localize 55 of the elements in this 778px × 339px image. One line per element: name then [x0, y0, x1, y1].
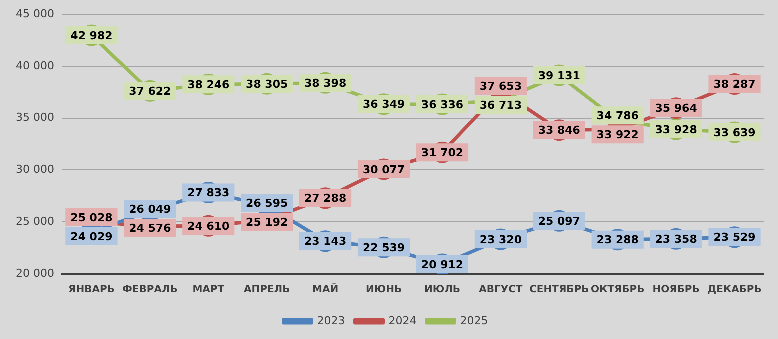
- data-label: 36 349: [362, 98, 406, 112]
- x-tick-label: СЕНТЯБРЬ: [530, 284, 590, 296]
- data-label: 22 539: [362, 242, 406, 255]
- data-label: 20 912: [421, 258, 464, 272]
- x-tick-label: ДЕКАБРЬ: [708, 284, 762, 296]
- data-label: 23 358: [655, 233, 698, 246]
- x-tick-label: ИЮНЬ: [366, 284, 402, 296]
- data-label: 33 846: [538, 124, 581, 138]
- data-label: 35 964: [655, 102, 698, 116]
- x-tick-label: МАЙ: [312, 282, 339, 296]
- data-label: 26 049: [129, 203, 172, 216]
- data-label: 31 702: [421, 146, 464, 160]
- y-tick-label: 25 000: [16, 214, 54, 228]
- x-tick-label: ФЕВРАЛЬ: [122, 284, 178, 296]
- data-label: 38 246: [188, 78, 230, 92]
- x-tick-label: АПРЕЛЬ: [244, 284, 290, 296]
- data-label: 25 097: [538, 214, 580, 228]
- data-label: 38 398: [304, 76, 347, 90]
- y-tick-label: 45 000: [16, 7, 54, 20]
- x-tick-label: АВГУСТ: [479, 284, 523, 296]
- data-label: 36 336: [421, 98, 464, 112]
- legend-label: 2024: [388, 314, 417, 328]
- data-label: 42 982: [70, 29, 113, 42]
- data-label: 38 305: [246, 78, 288, 91]
- data-label: 24 610: [188, 220, 230, 234]
- data-label: 23 320: [480, 233, 522, 246]
- data-label: 23 529: [714, 231, 756, 244]
- x-tick-label: ИЮЛЬ: [424, 284, 460, 296]
- x-tick-label: МАРТ: [192, 284, 225, 296]
- data-label: 23 143: [304, 235, 347, 248]
- data-label: 23 288: [596, 234, 639, 247]
- data-label: 34 786: [596, 109, 640, 122]
- data-label: 33 928: [655, 123, 698, 136]
- y-tick-label: 30 000: [16, 163, 54, 176]
- x-tick-label: ОКТЯБРЬ: [590, 284, 645, 296]
- data-label: 39 131: [538, 69, 580, 82]
- data-label: 38 287: [714, 78, 756, 92]
- data-label: 25 028: [70, 211, 113, 224]
- data-label: 37 653: [480, 80, 522, 94]
- legend-label: 2025: [460, 314, 488, 328]
- legend-label: 2023: [317, 314, 346, 328]
- data-label: 37 622: [129, 85, 172, 98]
- y-tick-label: 40 000: [16, 59, 54, 72]
- y-tick-label: 20 000: [16, 266, 54, 280]
- data-label: 36 713: [480, 99, 522, 112]
- data-label: 27 288: [304, 192, 347, 206]
- data-label: 25 192: [246, 216, 288, 230]
- data-label: 30 077: [362, 163, 406, 176]
- y-tick-label: 35 000: [16, 111, 54, 124]
- x-tick-label: НОЯБРЬ: [652, 284, 700, 296]
- data-label: 33 639: [714, 126, 756, 140]
- x-tick-label: ЯНВАРЬ: [68, 284, 115, 296]
- data-label: 24 576: [129, 222, 172, 236]
- data-label: 27 833: [188, 186, 230, 200]
- data-label: 24 029: [70, 230, 113, 244]
